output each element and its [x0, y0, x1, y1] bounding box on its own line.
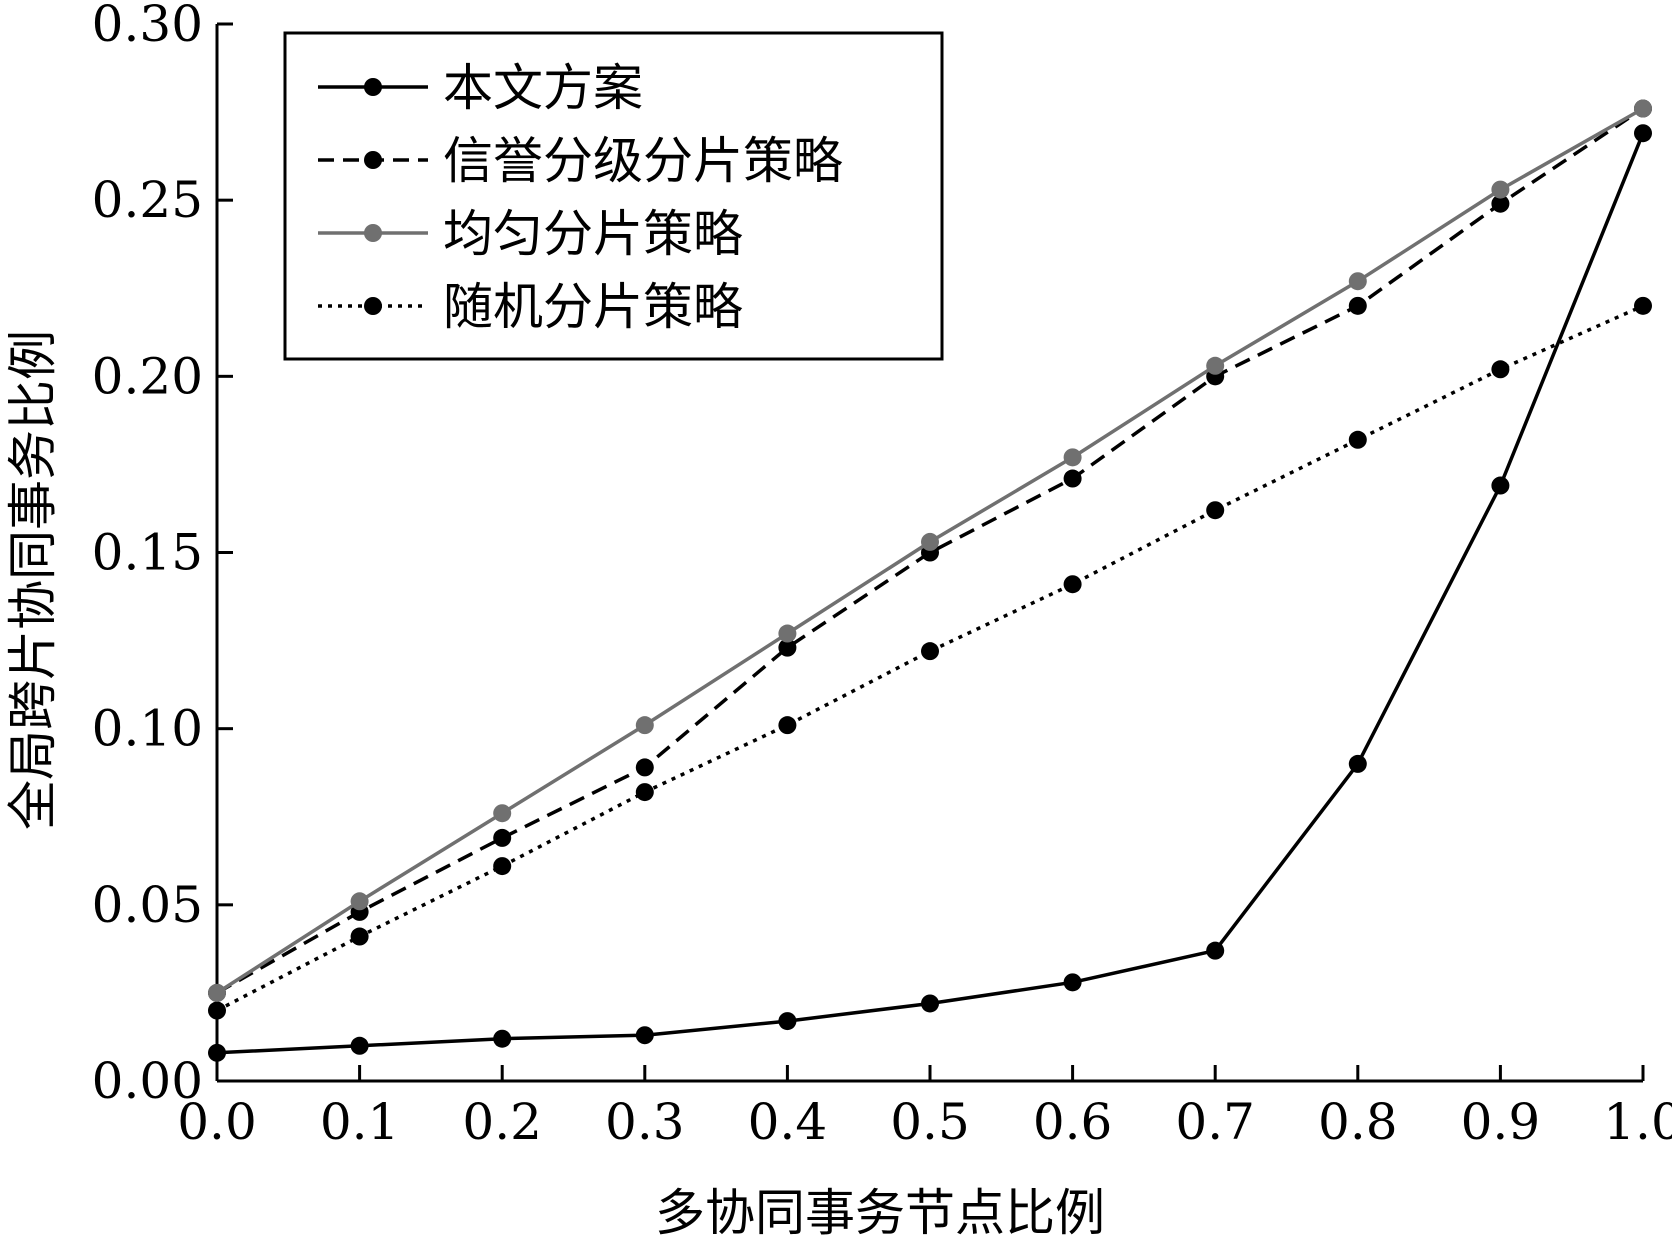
series-layer — [208, 99, 1652, 1062]
data-point — [1206, 356, 1225, 375]
data-point — [1348, 272, 1367, 291]
data-point — [778, 716, 797, 735]
x-tick-label: 1.0 — [1603, 1093, 1672, 1151]
legend-swatch-marker — [364, 78, 382, 96]
data-point — [1634, 296, 1652, 315]
data-point — [1491, 476, 1510, 495]
data-point — [1063, 448, 1082, 467]
x-tick-label: 0.2 — [462, 1093, 542, 1151]
series-2 — [208, 99, 1652, 1002]
data-point — [1063, 575, 1082, 594]
legend-label: 本文方案 — [443, 59, 643, 117]
data-point — [208, 1001, 226, 1020]
legend-item: 均匀分片策略 — [318, 205, 743, 263]
data-point — [1634, 124, 1652, 143]
y-tick-label: 0.15 — [92, 524, 203, 582]
x-tick-label: 0.9 — [1461, 1093, 1541, 1151]
data-point — [493, 804, 512, 823]
data-point — [1491, 194, 1510, 213]
data-point — [350, 927, 369, 946]
data-point — [350, 892, 369, 911]
data-point — [1348, 296, 1367, 315]
data-point — [921, 532, 939, 551]
y-tick-label: 0.05 — [92, 876, 203, 934]
x-tick-label: 0.3 — [605, 1093, 685, 1151]
series-3 — [208, 296, 1652, 1020]
data-point — [208, 1043, 226, 1062]
legend-label: 信誉分级分片策略 — [443, 132, 843, 190]
x-tick-label: 0.5 — [890, 1093, 970, 1151]
data-point — [1634, 99, 1652, 118]
legend-swatch-marker — [364, 297, 382, 315]
y-tick-label: 0.30 — [92, 0, 203, 53]
x-tick-label: 0.8 — [1318, 1093, 1398, 1151]
data-point — [1206, 941, 1225, 960]
data-point — [350, 1036, 369, 1055]
legend-label: 均匀分片策略 — [443, 205, 743, 263]
data-point — [1348, 754, 1367, 773]
axes: 0.00 0.05 0.10 0.15 0.20 0.25 0.30 0.0 0.1 0.2 0.3… — [92, 0, 1672, 1151]
data-point — [778, 1012, 797, 1031]
data-point — [921, 642, 939, 661]
data-point — [921, 994, 939, 1013]
y-tick-label: 0.25 — [92, 171, 203, 229]
x-tick-label: 0.7 — [1175, 1093, 1255, 1151]
data-point — [493, 857, 512, 876]
x-tick-label: 0.6 — [1033, 1093, 1113, 1151]
x-tick-label: 0.1 — [320, 1093, 400, 1151]
legend-swatch-marker — [364, 151, 382, 169]
data-point — [1491, 180, 1510, 199]
data-point — [1348, 430, 1367, 449]
legend-item: 本文方案 — [318, 59, 643, 117]
data-point — [635, 783, 654, 802]
y-tick-label: 0.00 — [92, 1052, 203, 1110]
legend-label: 随机分片策略 — [443, 278, 743, 336]
x-tick-label: 0.0 — [177, 1093, 257, 1151]
y-axis-title: 全局跨片协同事务比例 — [4, 330, 62, 830]
legend-item: 随机分片策略 — [318, 278, 743, 336]
data-point — [493, 1029, 512, 1048]
data-point — [778, 624, 797, 643]
data-point — [635, 716, 654, 735]
legend-item: 信誉分级分片策略 — [318, 132, 843, 190]
data-point — [635, 1026, 654, 1045]
data-point — [1063, 973, 1082, 992]
data-point — [778, 638, 797, 657]
x-axis-title: 多协同事务节点比例 — [655, 1184, 1105, 1242]
y-tick-label: 0.10 — [92, 700, 203, 758]
y-tick-label: 0.20 — [92, 347, 203, 405]
legend-swatch-marker — [364, 224, 382, 242]
data-point — [635, 758, 654, 777]
data-point — [1063, 469, 1082, 488]
data-point — [1491, 360, 1510, 379]
data-point — [493, 828, 512, 847]
x-tick-label: 0.4 — [748, 1093, 828, 1151]
data-point — [208, 983, 226, 1002]
series-0 — [208, 124, 1652, 1062]
data-point — [1206, 501, 1225, 520]
